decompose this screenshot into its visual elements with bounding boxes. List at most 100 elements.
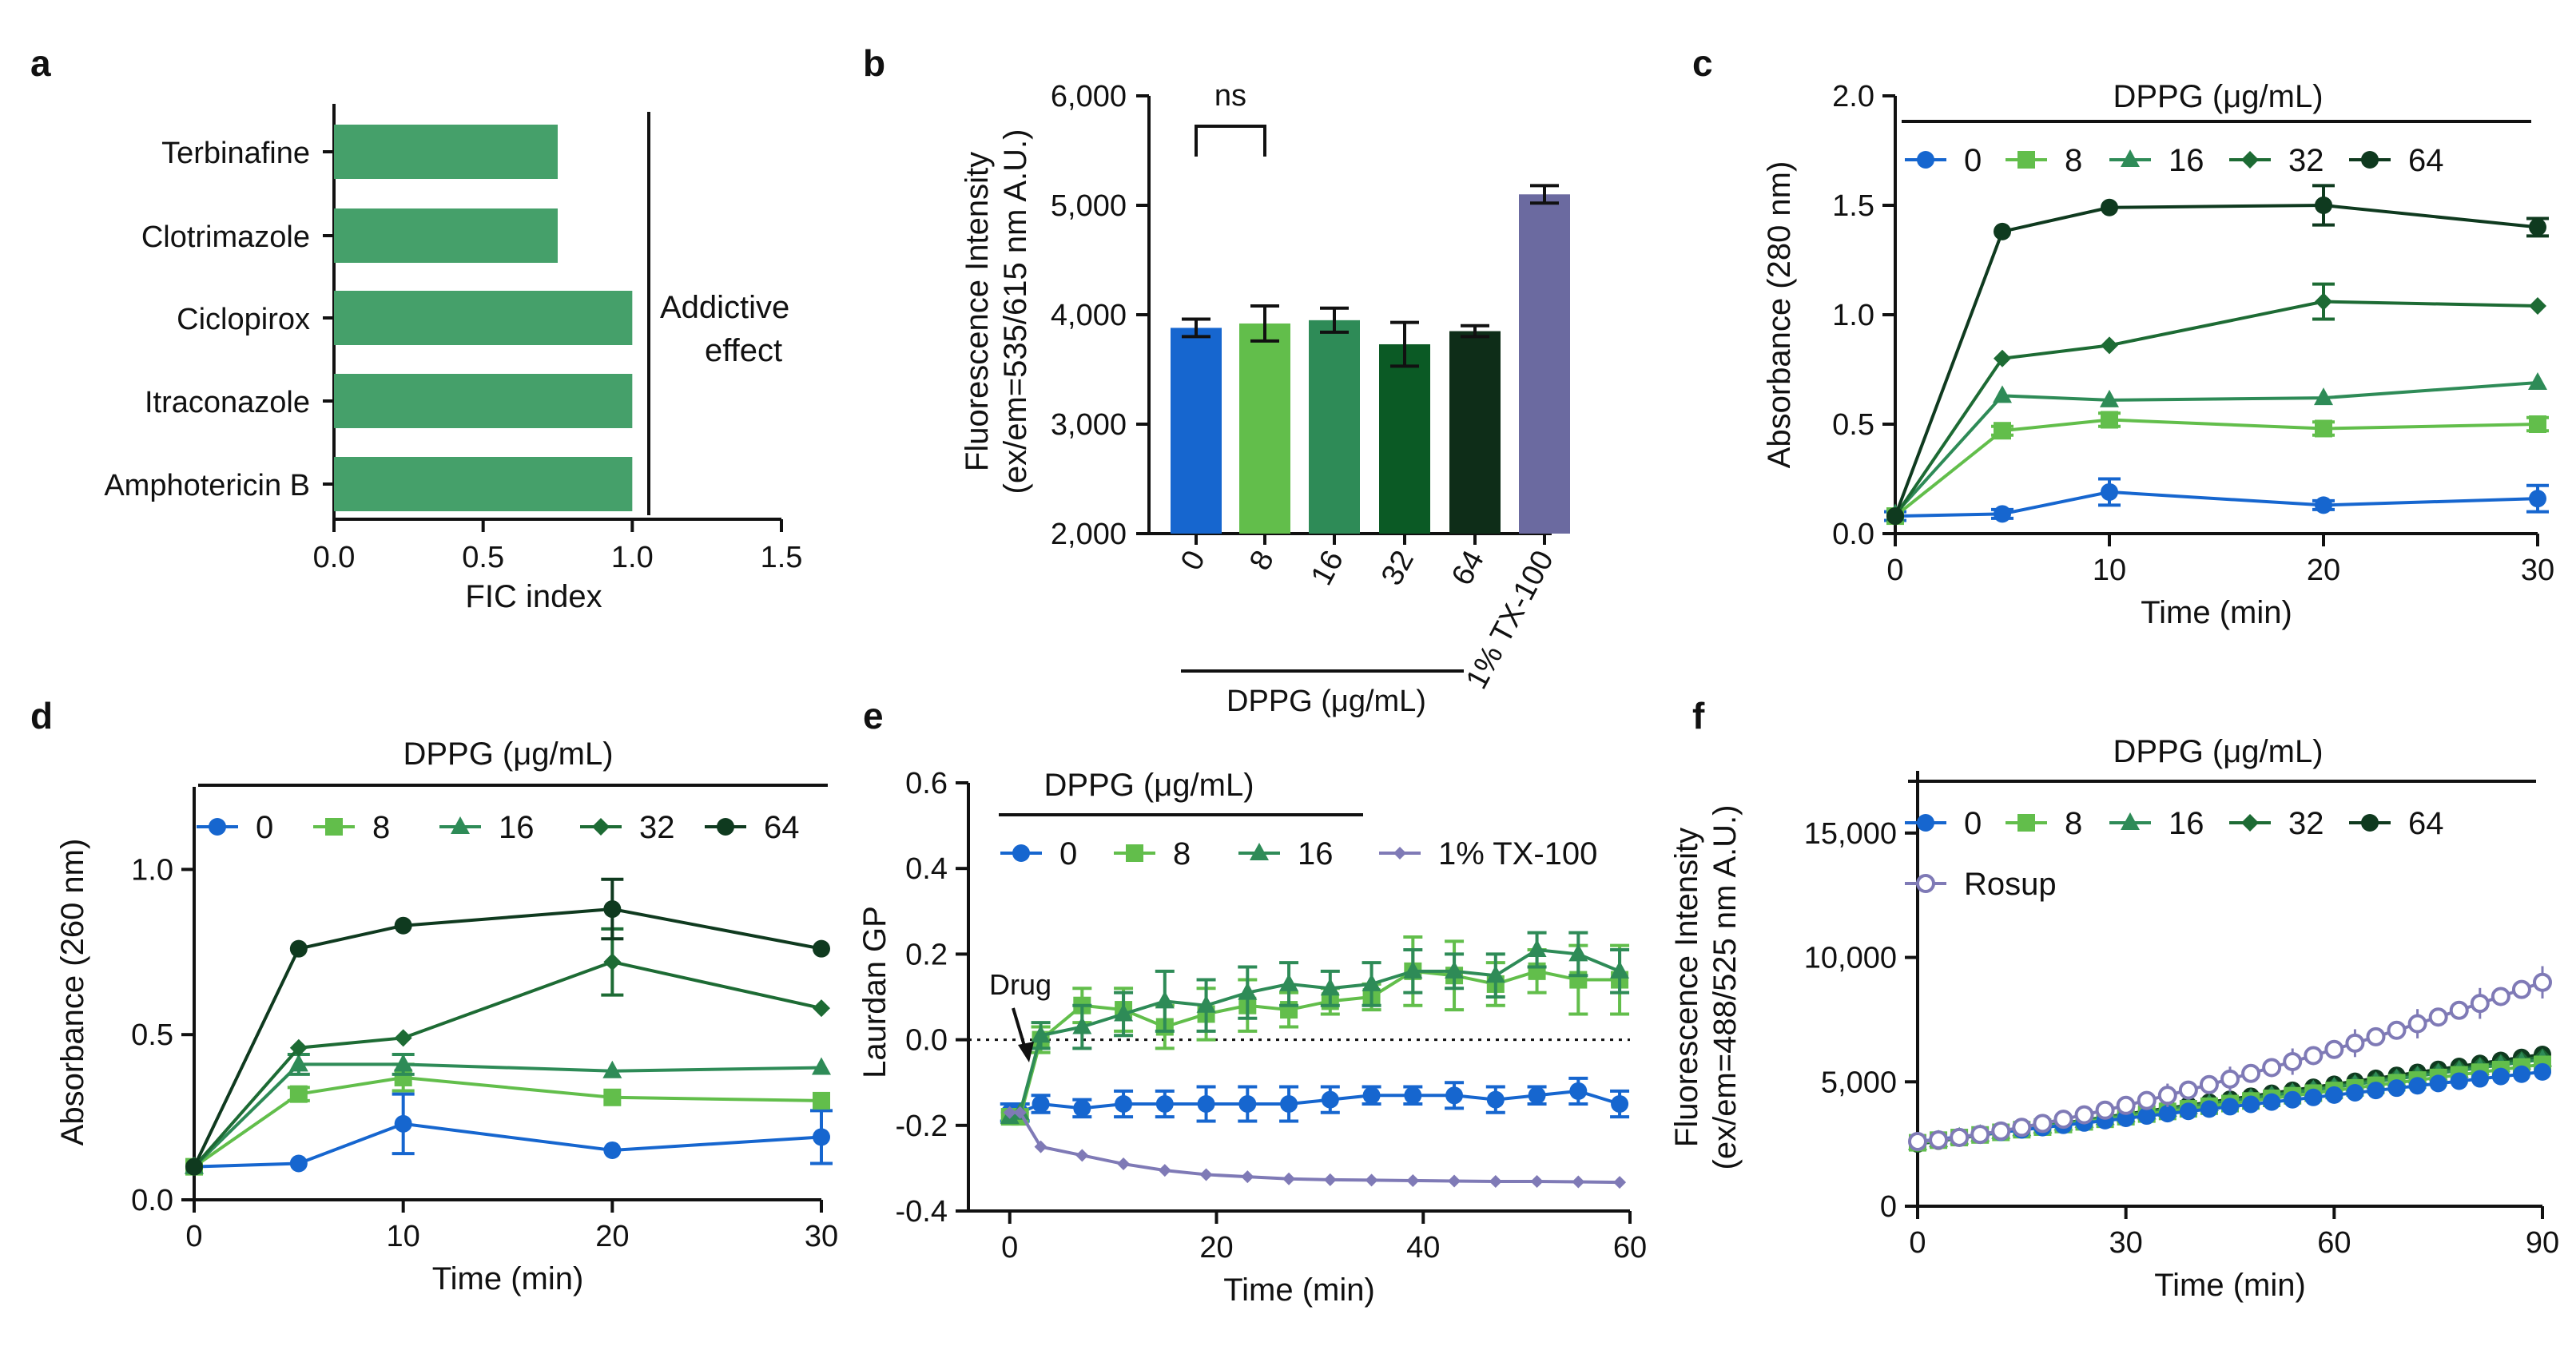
legend-marker-64 <box>2361 151 2379 169</box>
legend-label: 0 <box>1059 836 1077 872</box>
data-point <box>1362 1086 1381 1105</box>
data-point <box>289 939 308 958</box>
data-point <box>1034 1140 1047 1153</box>
data-point <box>1199 1168 1213 1181</box>
panel-f: 0 5,000 10,000 15,000 0 30 60 90 Time (min) DPPG … <box>1669 734 2559 1303</box>
y-tick-label: 0.5 <box>131 1018 173 1052</box>
y-tick-label: 5,000 <box>1051 189 1127 223</box>
data-point <box>2284 1090 2302 1109</box>
data-point <box>1485 965 1505 983</box>
y-tick-label: Terbinafine <box>161 137 310 170</box>
series-line-8 <box>193 1075 822 1169</box>
data-point <box>1031 1025 1051 1043</box>
legend-label: 16 <box>2169 143 2204 178</box>
data-point <box>185 1157 203 1176</box>
legend-marker-0 <box>209 818 226 836</box>
panel-letter-d: d <box>30 695 53 737</box>
y-tick-label: 1.0 <box>1832 299 1874 332</box>
legend-marker-64 <box>2361 814 2379 832</box>
x-tick-label: 0 <box>1175 546 1212 576</box>
data-point <box>1117 1157 1131 1171</box>
data-point <box>2116 1095 2136 1115</box>
x-axis-label: Time (min) <box>2154 1268 2306 1303</box>
x-tick-label: 40 <box>1406 1231 1440 1265</box>
bar-terbinafine <box>334 125 558 179</box>
y-tick-label: -0.2 <box>896 1110 948 1143</box>
legend-marker-32 <box>592 818 610 836</box>
bar-1-tx-100 <box>1519 194 1570 534</box>
y-axis-label: (ex/em=535/615 nm A.U.) <box>998 129 1033 494</box>
panel-letter-b: b <box>863 42 885 84</box>
legend-label: 8 <box>1173 836 1191 872</box>
data-point <box>1158 1164 1171 1177</box>
data-point <box>2534 1062 2551 1081</box>
x-tick-label: 10 <box>2093 554 2126 587</box>
data-point <box>603 1088 622 1106</box>
legend-marker-8 <box>2017 151 2035 169</box>
x-tick-label: 0.0 <box>313 541 356 574</box>
data-point <box>2325 1086 2343 1104</box>
data-point <box>2529 415 2546 433</box>
x-axis-label: Time (min) <box>1223 1273 1375 1308</box>
data-point <box>1994 349 2011 367</box>
data-point <box>2491 1067 2510 1086</box>
x-tick-label: 0 <box>185 1220 202 1253</box>
data-point <box>1528 1086 1546 1105</box>
data-point <box>2315 197 2332 214</box>
data-point <box>2179 1102 2197 1121</box>
x-tick-label: 60 <box>1613 1231 1647 1265</box>
data-point <box>2263 1093 2281 1111</box>
data-point <box>1568 943 1588 962</box>
panel-letter-a: a <box>30 42 51 84</box>
data-point <box>2449 1000 2469 1020</box>
x-tick-label: 30 <box>2521 554 2554 587</box>
x-tick-label: 60 <box>2317 1226 2351 1260</box>
y-tick-label: 0.2 <box>905 938 948 971</box>
bar-itraconazole <box>334 374 633 428</box>
legend-marker-16 <box>451 816 470 834</box>
legend-label: 0 <box>1964 143 1982 178</box>
legend-label: 32 <box>639 810 675 845</box>
legend-label: 8 <box>372 810 390 845</box>
data-point <box>2095 1100 2115 1120</box>
data-point <box>2529 218 2546 236</box>
y-axis-label: Fluorescence Intensity <box>1669 828 1704 1147</box>
data-point <box>1323 1173 1337 1186</box>
data-point <box>1032 1095 1050 1113</box>
data-point <box>2157 1086 2177 1106</box>
data-point <box>2012 1118 2032 1138</box>
data-point <box>1114 1003 1134 1022</box>
y-tick-label: 4,000 <box>1051 299 1127 332</box>
data-point <box>1280 1095 1298 1113</box>
legend-label: 64 <box>2408 143 2444 178</box>
data-point <box>2345 1033 2365 1053</box>
data-point <box>394 1114 412 1133</box>
legend-label: Rosup <box>1964 867 2057 902</box>
data-point <box>2315 496 2332 514</box>
data-point <box>2101 411 2118 429</box>
data-point <box>2387 1020 2407 1040</box>
legend-label: 16 <box>499 810 535 845</box>
y-tick-label: 6,000 <box>1051 80 1127 113</box>
y-axis-label: Fluorescence Intensity <box>960 152 995 471</box>
y-tick-label: Amphotericin B <box>104 469 310 502</box>
annotation-label: Addictive <box>660 290 789 325</box>
data-point <box>813 1091 830 1110</box>
data-point <box>2262 1058 2282 1078</box>
x-tick-label: 32 <box>1375 546 1421 591</box>
data-point <box>603 900 622 919</box>
legend-label: 32 <box>2288 806 2324 841</box>
y-tick-label: 0 <box>1880 1190 1897 1224</box>
bar-32 <box>1379 343 1430 534</box>
significance-label: ns <box>1214 79 1246 113</box>
significance-bracket <box>1195 125 1266 157</box>
data-point <box>1994 422 2011 440</box>
data-point <box>2074 1105 2094 1125</box>
data-point <box>289 1085 308 1103</box>
x-tick-label: 0.5 <box>462 541 504 574</box>
data-point <box>603 1141 622 1159</box>
data-point <box>1886 507 1904 526</box>
legend-title: DPPG (μg/mL) <box>1044 768 1254 803</box>
